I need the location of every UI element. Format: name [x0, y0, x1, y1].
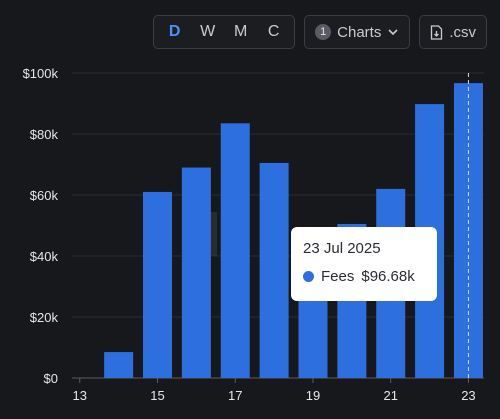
bar-16	[181, 167, 211, 378]
chevron-down-icon	[388, 29, 398, 36]
file-download-icon	[431, 24, 443, 40]
tooltip-date: 23 Jul 2025	[303, 240, 381, 257]
tooltip-series-name: Fees	[321, 268, 355, 285]
x-tick-label: 17	[228, 388, 242, 403]
range-selector: D W M C	[153, 15, 296, 49]
x-tick-label: 21	[383, 388, 397, 403]
tooltip-value: $96.68k	[361, 268, 415, 285]
y-tick-label: $80k	[30, 127, 59, 142]
tooltip-row: Fees $96.68k	[303, 268, 425, 285]
bar-15	[143, 191, 173, 378]
bar-14	[104, 352, 134, 378]
series-color-dot	[303, 271, 314, 282]
y-tick-label: $0	[44, 371, 58, 386]
range-option-day[interactable]: D	[168, 23, 181, 40]
y-tick-label: $20k	[30, 310, 59, 325]
csv-label: .csv	[449, 23, 476, 41]
charts-count-badge: 1	[315, 24, 332, 40]
charts-dropdown-button[interactable]: 1 Charts	[304, 15, 411, 49]
charts-label: Charts	[337, 23, 382, 41]
x-tick-label: 15	[150, 388, 164, 403]
y-tick-label: $60k	[30, 188, 59, 203]
range-option-month[interactable]: M	[233, 23, 248, 40]
bar-18	[259, 162, 289, 378]
download-csv-button[interactable]: .csv	[419, 15, 487, 49]
range-option-week[interactable]: W	[200, 23, 216, 40]
range-option-cumulative[interactable]: C	[267, 23, 280, 40]
chart-toolbar: D W M C 1 Charts .csv	[153, 15, 487, 49]
y-tick-label: $40k	[30, 249, 59, 264]
x-tick-label: 19	[306, 388, 320, 403]
x-tick-label: 13	[73, 388, 87, 403]
bar-17	[220, 123, 250, 378]
x-tick-label: 23	[461, 388, 475, 403]
chart-tooltip: 23 Jul 2025 Fees $96.68k	[291, 227, 437, 301]
y-tick-label: $100k	[23, 66, 59, 81]
